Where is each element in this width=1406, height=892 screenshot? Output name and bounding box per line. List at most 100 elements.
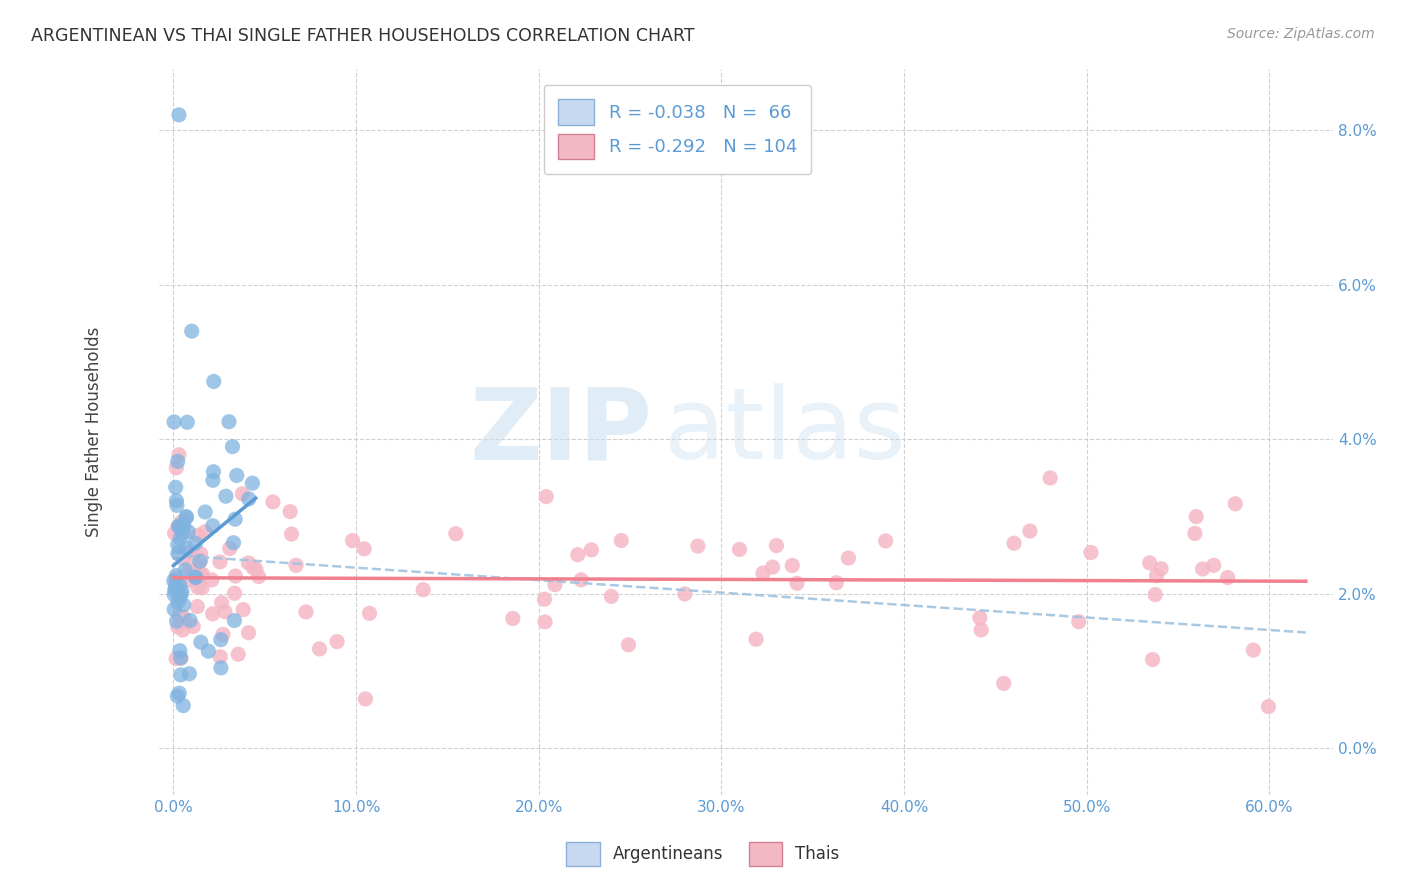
Point (165, 651, 187, 665)
Legend: Argentineans, Thais: Argentineans, Thais (553, 829, 853, 880)
Point (165, 575, 187, 590)
Point (242, 476, 264, 491)
Point (224, 586, 246, 600)
Point (167, 518, 190, 533)
Point (780, 558, 803, 573)
Point (280, 527, 302, 541)
Point (209, 649, 232, 664)
Point (534, 615, 557, 629)
Point (191, 581, 214, 595)
Point (188, 554, 211, 568)
Point (1241, 643, 1264, 657)
Point (166, 454, 188, 468)
Text: ARGENTINEAN VS THAI SINGLE FATHER HOUSEHOLDS CORRELATION CHART: ARGENTINEAN VS THAI SINGLE FATHER HOUSEH… (31, 27, 695, 45)
Text: Source: ZipAtlas.com: Source: ZipAtlas.com (1227, 27, 1375, 41)
Point (202, 375, 225, 389)
Point (1146, 568, 1168, 582)
Point (163, 526, 186, 541)
Point (208, 555, 231, 569)
Point (218, 541, 240, 556)
Point (969, 610, 991, 624)
Point (166, 620, 188, 634)
Point (1139, 556, 1161, 570)
Point (163, 582, 186, 597)
Point (174, 509, 197, 524)
Point (825, 575, 848, 590)
Point (761, 560, 783, 574)
Point (184, 536, 207, 550)
Point (278, 505, 301, 519)
Point (569, 573, 592, 587)
Point (1080, 545, 1102, 559)
Point (245, 562, 267, 576)
Point (181, 619, 204, 633)
Point (166, 520, 188, 534)
Point (163, 574, 186, 588)
Point (533, 592, 555, 607)
Point (187, 528, 209, 542)
Point (176, 541, 198, 555)
Point (765, 539, 787, 553)
Point (166, 546, 188, 560)
Point (165, 460, 187, 475)
Point (169, 532, 191, 546)
Point (412, 582, 434, 597)
Point (167, 108, 190, 122)
Point (295, 605, 318, 619)
Point (1142, 652, 1164, 666)
Point (536, 490, 558, 504)
Point (179, 560, 201, 574)
Point (167, 519, 190, 533)
Point (166, 689, 188, 703)
Point (221, 440, 243, 454)
Point (173, 519, 195, 533)
Point (209, 632, 232, 647)
Point (1019, 524, 1042, 538)
Point (166, 498, 188, 512)
Point (226, 647, 249, 661)
Point (167, 686, 190, 700)
Point (187, 564, 209, 578)
Point (170, 651, 193, 665)
Point (180, 324, 202, 338)
Point (166, 615, 188, 629)
Point (191, 567, 214, 582)
Point (169, 591, 191, 606)
Point (224, 512, 246, 526)
Point (1067, 615, 1090, 629)
Point (165, 568, 187, 582)
Point (238, 556, 260, 570)
Point (1257, 699, 1279, 714)
Point (170, 668, 193, 682)
Point (190, 569, 212, 583)
Point (184, 570, 207, 584)
Point (1216, 570, 1239, 584)
Point (1225, 497, 1247, 511)
Point (184, 570, 207, 584)
Point (169, 578, 191, 592)
Point (211, 596, 233, 610)
Point (169, 546, 191, 560)
Point (197, 644, 219, 658)
Point (165, 581, 187, 595)
Point (673, 587, 696, 601)
Point (186, 599, 208, 614)
Point (179, 666, 201, 681)
Point (728, 542, 751, 557)
Point (201, 607, 224, 621)
Point (610, 533, 633, 548)
Point (172, 525, 194, 540)
Point (194, 505, 217, 519)
Legend: R = -0.038   N =  66, R = -0.292   N = 104: R = -0.038 N = 66, R = -0.292 N = 104 (544, 85, 811, 174)
Point (166, 537, 188, 551)
Point (308, 641, 330, 656)
Point (190, 553, 212, 567)
Point (167, 448, 190, 462)
Point (752, 566, 775, 580)
Point (232, 602, 254, 616)
Point (176, 510, 198, 524)
Point (173, 516, 195, 530)
Point (179, 546, 201, 560)
Point (1002, 536, 1025, 550)
Point (502, 611, 524, 625)
